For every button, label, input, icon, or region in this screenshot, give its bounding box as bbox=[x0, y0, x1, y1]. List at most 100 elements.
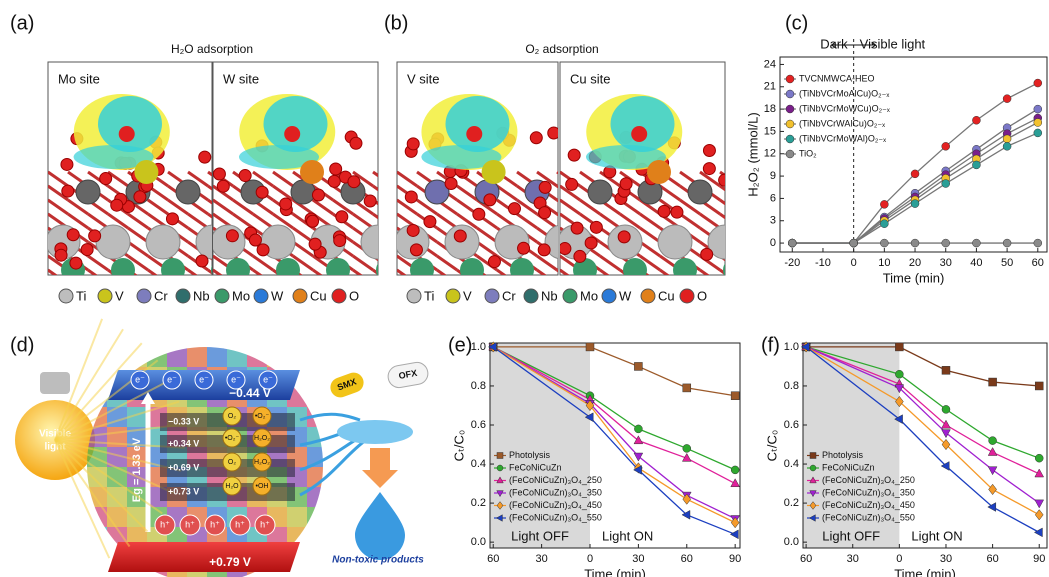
atom bbox=[327, 174, 341, 188]
marker bbox=[941, 429, 951, 439]
y-axis-label: H₂O₂ (mmol/L) bbox=[745, 112, 760, 196]
y-tick-label: 1.0 bbox=[471, 341, 486, 353]
bond bbox=[332, 198, 354, 216]
panel-title: O₂ adsorption bbox=[525, 42, 598, 56]
marker bbox=[895, 342, 904, 352]
electron-label: e⁻ bbox=[167, 374, 177, 384]
marker bbox=[730, 391, 740, 400]
atom bbox=[584, 236, 598, 250]
marker bbox=[895, 369, 904, 379]
atom-swatch bbox=[640, 288, 656, 304]
atom bbox=[195, 254, 209, 268]
bond bbox=[272, 212, 294, 230]
x-tick-label: 30 bbox=[847, 553, 859, 565]
atom bbox=[507, 202, 521, 216]
legend-marker bbox=[785, 74, 795, 84]
atom bbox=[145, 224, 181, 260]
x-tick-label: 30 bbox=[535, 553, 547, 565]
y-tick-label: 6 bbox=[770, 192, 776, 204]
atom-swatch bbox=[331, 288, 347, 304]
band-gap: Eg = 1.33 eV bbox=[131, 437, 143, 502]
annotation-arrow bbox=[830, 41, 877, 49]
light-ray bbox=[54, 439, 111, 559]
legend-marker bbox=[809, 501, 817, 510]
marker bbox=[1033, 238, 1043, 248]
atom bbox=[61, 184, 75, 198]
atom bbox=[311, 188, 325, 202]
tile bbox=[307, 527, 323, 547]
structure bbox=[48, 94, 212, 275]
atom bbox=[453, 229, 467, 243]
atom bbox=[216, 179, 230, 193]
atom bbox=[587, 179, 613, 205]
atom bbox=[349, 136, 363, 150]
atom bbox=[165, 212, 179, 226]
legend-marker bbox=[785, 104, 795, 114]
tile bbox=[247, 347, 267, 367]
panel-label: (d) bbox=[10, 334, 34, 356]
marker bbox=[633, 465, 642, 475]
atom-label: Ti bbox=[76, 288, 86, 303]
species-label: H₂O bbox=[225, 483, 239, 490]
y-tick-label: 3 bbox=[770, 215, 776, 227]
atom-label: V bbox=[115, 288, 124, 303]
charge-density bbox=[73, 145, 154, 169]
legend-label: (FeCoNiCuZn)₃O₄_350 bbox=[822, 487, 915, 497]
marker bbox=[585, 399, 595, 412]
tile bbox=[107, 487, 127, 507]
marker bbox=[730, 478, 740, 488]
bond bbox=[679, 212, 701, 230]
species-label: •O₂⁻ bbox=[255, 413, 270, 420]
tile bbox=[267, 347, 287, 367]
legend-label: (FeCoNiCuZn)₃O₄_450 bbox=[822, 500, 915, 510]
atom bbox=[510, 258, 534, 275]
legend-label: (FeCoNiCuZn)₃O₄_450 bbox=[509, 500, 602, 510]
marker bbox=[941, 438, 951, 451]
atom bbox=[333, 234, 347, 248]
charge-density bbox=[263, 96, 328, 152]
marker bbox=[987, 502, 997, 512]
bond bbox=[719, 212, 725, 220]
bond bbox=[147, 198, 169, 216]
plot-frame bbox=[489, 342, 741, 549]
atom bbox=[213, 224, 246, 260]
bond bbox=[127, 240, 149, 258]
marker bbox=[880, 219, 889, 228]
atom-swatch bbox=[679, 288, 695, 304]
bond bbox=[187, 268, 198, 275]
atom bbox=[481, 160, 506, 184]
annotation: Light ON bbox=[911, 528, 962, 543]
bulb-label: light bbox=[44, 442, 66, 453]
bond bbox=[536, 170, 558, 188]
atom-label: V bbox=[463, 288, 472, 303]
atom-label: O bbox=[697, 288, 707, 303]
atom-swatch bbox=[97, 288, 113, 304]
bond bbox=[213, 268, 223, 275]
tile bbox=[87, 387, 107, 407]
atom bbox=[406, 223, 420, 237]
legend-label: FeCoNiCuZn bbox=[509, 462, 562, 472]
band-label: −0.44 V bbox=[229, 386, 271, 400]
marker bbox=[987, 466, 998, 476]
bond bbox=[397, 170, 418, 188]
series-line bbox=[792, 82, 1039, 244]
atom bbox=[657, 224, 693, 260]
y-tick-label: 0 bbox=[770, 237, 776, 249]
atom bbox=[657, 204, 671, 218]
bond bbox=[699, 212, 721, 230]
atom bbox=[238, 169, 252, 183]
atom bbox=[410, 258, 434, 275]
marker bbox=[1033, 527, 1043, 538]
atom bbox=[589, 220, 603, 234]
bulb-base bbox=[40, 372, 70, 394]
species-badge bbox=[222, 406, 242, 426]
atom bbox=[134, 160, 159, 184]
marker bbox=[894, 384, 905, 394]
species-label: O₂ bbox=[228, 413, 236, 420]
y-tick-label: 0.0 bbox=[784, 536, 799, 548]
species-badge bbox=[222, 476, 242, 496]
marker bbox=[585, 342, 595, 352]
charge-density bbox=[610, 96, 675, 152]
bond bbox=[659, 268, 670, 275]
atom bbox=[423, 215, 437, 229]
